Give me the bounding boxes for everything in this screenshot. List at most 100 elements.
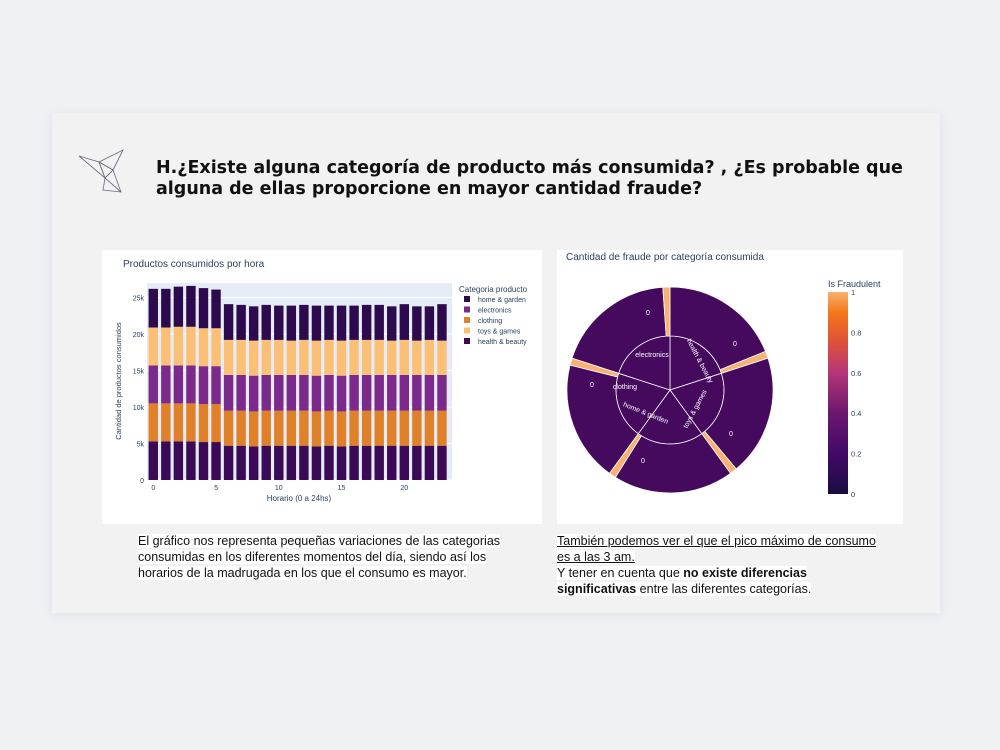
bar-segment	[186, 403, 196, 442]
colorbar-title: Is Fraudulent	[828, 279, 881, 289]
colorbar-tick-label: 0.2	[851, 450, 861, 459]
bar-segment	[399, 374, 410, 411]
bar-segment	[274, 339, 284, 375]
bar-segment	[186, 365, 196, 404]
bar-segment	[349, 339, 359, 375]
bar-segment	[186, 441, 196, 480]
slide: H.¿Existe alguna categoría de producto m…	[52, 113, 940, 613]
bar-segment	[286, 410, 297, 446]
bar-segment	[412, 340, 422, 375]
bar-segment	[299, 410, 309, 446]
bar-segment	[274, 305, 284, 340]
bar-segment	[424, 410, 435, 446]
bar-segment	[261, 374, 271, 411]
bar-segment	[349, 374, 359, 411]
bar-segment	[361, 410, 372, 446]
bar-segment	[286, 445, 297, 480]
bar-segment	[223, 445, 234, 480]
bar-segment	[374, 410, 384, 446]
bar-segment	[236, 410, 246, 446]
bar-segment	[211, 289, 221, 329]
legend-label: electronics	[478, 308, 512, 315]
bar-segment	[173, 326, 184, 366]
bar-segment	[173, 286, 184, 327]
legend-label: health & beauty	[478, 339, 527, 346]
bar-segment	[186, 285, 196, 327]
bar-segment	[361, 304, 372, 340]
x-tick-label: 0	[151, 485, 155, 492]
x-tick-label: 10	[275, 485, 283, 492]
bar-segment	[299, 304, 309, 340]
x-tick-label: 20	[400, 485, 408, 492]
bar-segment	[274, 445, 284, 480]
bar-segment	[324, 410, 334, 446]
bar-segment	[248, 446, 259, 480]
left-description: El gráfico nos representa pequeñas varia…	[138, 533, 518, 581]
bar-segment	[198, 366, 209, 405]
bar-segment	[173, 441, 184, 480]
bar-segment	[387, 374, 397, 411]
x-tick-label: 5	[214, 485, 218, 492]
bar-segment	[412, 410, 422, 446]
legend-label: toys & games	[478, 329, 521, 336]
bar-segment	[261, 339, 271, 375]
bar-segment	[223, 410, 234, 446]
bar-segment	[437, 374, 447, 411]
bar-segment	[324, 445, 334, 480]
bar-segment	[336, 446, 347, 480]
legend-label: clothing	[478, 318, 502, 325]
bar-segment	[361, 445, 372, 480]
legend-swatch	[464, 338, 470, 344]
sunburst-fraud-slice	[662, 286, 671, 337]
bar-segment	[248, 375, 259, 412]
sunburst-title: Cantidad de fraude por categoría consumi…	[566, 252, 764, 263]
bar-segment	[261, 304, 271, 340]
right-description: También podemos ver el que el pico máxim…	[557, 533, 877, 597]
bar-segment	[437, 445, 447, 480]
bar-segment	[198, 288, 209, 329]
bar-segment	[236, 445, 246, 480]
bar-segment	[148, 441, 158, 480]
bar-segment	[211, 328, 221, 367]
bar-segment	[387, 410, 397, 446]
origami-bird-logo	[78, 149, 124, 193]
bar-segment	[223, 339, 234, 375]
bar-segment	[148, 403, 158, 442]
bar-segment	[223, 304, 234, 340]
bar-segment	[161, 288, 171, 328]
bar-segment	[324, 339, 334, 375]
sunburst-value-label: 0	[641, 458, 645, 465]
bar-segment	[324, 305, 334, 340]
bar-segment	[437, 304, 447, 341]
left-description-text: El gráfico nos representa pequeñas varia…	[138, 534, 501, 580]
y-tick-label: 10k	[133, 405, 145, 412]
bar-segment	[261, 445, 271, 480]
bar-segment	[173, 365, 184, 404]
bar-segment	[198, 404, 209, 443]
bar-segment	[361, 374, 372, 411]
right-line2-pre: Y tener en cuenta que	[557, 566, 684, 580]
bar-segment	[236, 339, 246, 375]
bar-segment	[324, 374, 334, 411]
bar-segment	[399, 339, 410, 375]
bar-segment	[236, 304, 246, 340]
bar-segment	[211, 366, 221, 405]
bar-segment	[424, 339, 435, 375]
bar-segment	[412, 306, 422, 341]
bar-segment	[161, 365, 171, 404]
y-axis-label: Cantidad de productos consumidos	[114, 322, 123, 440]
bar-segment	[424, 445, 435, 480]
colorbar	[828, 292, 848, 494]
legend-label: home & garden	[478, 297, 526, 304]
legend-swatch	[464, 327, 470, 334]
bar-segment	[161, 441, 171, 480]
bar-segment	[299, 339, 309, 375]
bar-segment	[336, 375, 347, 412]
bar-segment	[336, 340, 347, 376]
sunburst-panel: Cantidad de fraude por categoría consumi…	[557, 250, 903, 524]
bar-segment	[198, 442, 209, 480]
bar-segment	[211, 442, 221, 480]
right-line1: También podemos ver el que el pico máxim…	[557, 534, 876, 564]
bar-segment	[186, 326, 196, 366]
bar-segment	[299, 374, 309, 411]
